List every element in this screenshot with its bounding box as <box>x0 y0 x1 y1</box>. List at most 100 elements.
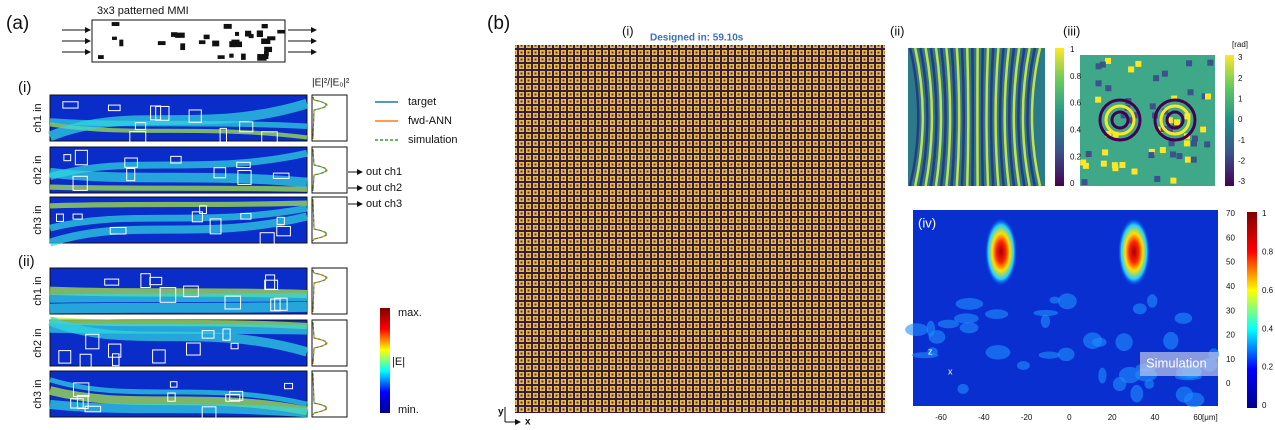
y-tick-label: 70 <box>1226 209 1235 218</box>
phase-cell <box>1200 126 1206 132</box>
output-label: out ch3 <box>366 198 402 210</box>
device-block <box>212 41 219 47</box>
profile-box <box>312 371 347 417</box>
speckle <box>1058 293 1077 309</box>
speckle <box>960 322 979 333</box>
phase-cell <box>1204 141 1210 147</box>
phase-cell <box>1102 149 1108 155</box>
speckle <box>1098 368 1106 384</box>
phase-cell <box>1148 152 1154 158</box>
device-block <box>180 43 185 50</box>
phase-cell <box>1188 89 1194 95</box>
speckle <box>1163 332 1178 350</box>
x-tick-label: 40 <box>1151 413 1160 422</box>
phase-cell <box>1105 85 1111 91</box>
device-block <box>241 54 246 60</box>
y-tick-label: 60 <box>1226 233 1235 242</box>
device-block <box>218 55 225 59</box>
axis-y: y <box>498 407 504 418</box>
sub-label: (ii) <box>18 253 35 270</box>
device-block <box>204 35 210 40</box>
colorbar <box>1225 55 1234 186</box>
field-beam <box>50 203 307 206</box>
speckle <box>1147 294 1157 307</box>
sub-label: (i) <box>18 79 31 96</box>
colorbar-unit: [rad] <box>1232 40 1248 49</box>
intensity-label: |E|²/|E₀|² <box>312 78 350 89</box>
output-label: out ch2 <box>366 182 402 194</box>
profile-box <box>312 197 347 243</box>
phase-cell <box>1105 58 1111 64</box>
sub-label: (ii) <box>890 23 904 38</box>
colorbar-tick-label: -2 <box>1238 156 1246 165</box>
device-block <box>224 24 232 29</box>
speckle <box>1083 332 1102 349</box>
colorbar-tick-label: 0 <box>1262 401 1267 410</box>
y-tick-label: 20 <box>1226 331 1235 340</box>
x-tick-label: -60 <box>935 413 947 422</box>
phase-cell <box>1207 60 1213 66</box>
phase-cell <box>1135 61 1141 67</box>
device-block <box>119 40 123 47</box>
phase-cell <box>1119 162 1125 168</box>
axis-z: z <box>928 346 933 356</box>
x-unit: [μm] <box>1202 413 1218 422</box>
phase-cell <box>1086 151 1092 157</box>
colorbar-tick-label: -1 <box>1238 136 1246 145</box>
speckle <box>1041 314 1050 328</box>
colorbar-tick-label: 0.2 <box>1262 363 1274 372</box>
sub-label: (i) <box>622 23 634 38</box>
panel-label: (a) <box>6 13 29 34</box>
colorbar-tick-label: -3 <box>1238 177 1246 186</box>
channel-label: ch3 in <box>32 379 44 408</box>
speckle <box>956 298 984 310</box>
device-block <box>98 55 104 59</box>
phase-cell <box>1150 103 1156 109</box>
device-block <box>199 40 206 44</box>
colorbar-min: min. <box>398 404 419 416</box>
speckle <box>985 309 1008 319</box>
profile-box <box>312 95 347 141</box>
speckle <box>1115 333 1132 351</box>
field-beam <box>50 307 307 309</box>
wavefront <box>982 48 983 186</box>
metasurface-pattern <box>515 45 885 413</box>
field-beam <box>50 328 307 330</box>
speckle <box>1184 392 1204 407</box>
x-tick-label: -20 <box>1021 413 1033 422</box>
phase-cell <box>1170 151 1176 157</box>
phase-cell <box>1095 97 1101 103</box>
speckle <box>954 313 979 323</box>
figure: (a) 3x3 patterned MMI (i) (ii) |E|²/|E₀|… <box>0 0 1275 425</box>
device-block <box>158 41 166 45</box>
phase-cell <box>1170 178 1176 184</box>
colorbar <box>1247 212 1257 408</box>
device-block <box>235 32 239 36</box>
channel-label: ch2 in <box>32 155 44 184</box>
speckle <box>957 384 968 394</box>
phase-cell <box>1162 71 1168 77</box>
colorbar-tick-label: 0.2 <box>1070 152 1082 161</box>
speckle <box>1017 361 1030 370</box>
x-tick-label: -40 <box>978 413 990 422</box>
phase-cell <box>1081 179 1087 185</box>
colorbar-tick-label: 0.4 <box>1262 324 1274 333</box>
speckle <box>1050 297 1060 304</box>
speckle <box>1058 348 1075 361</box>
x-tick-label: 20 <box>1108 413 1117 422</box>
y-tick-label: 40 <box>1226 282 1235 291</box>
device-block <box>277 30 285 34</box>
focal-spot <box>1118 218 1150 286</box>
channel-label: ch1 in <box>32 103 44 132</box>
device-block <box>264 47 272 52</box>
phase-cell <box>1185 157 1191 163</box>
phase-cell <box>1101 161 1107 167</box>
colorbar-tick-label: 3 <box>1238 53 1243 62</box>
channel-label: ch3 in <box>32 205 44 234</box>
device-block <box>249 34 254 38</box>
phase-cell <box>1174 119 1180 125</box>
colorbar-tick-label: 0 <box>1238 115 1243 124</box>
output-label: out ch1 <box>366 166 402 178</box>
sim-label: Simulation <box>1146 355 1207 370</box>
designed-time: Designed in: 59.10s <box>650 33 744 44</box>
